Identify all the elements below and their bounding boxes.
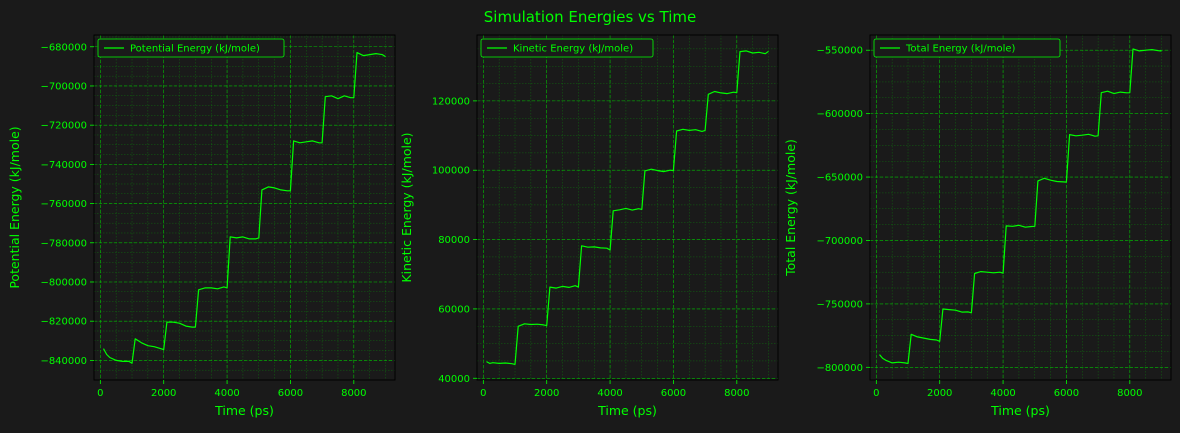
plot-area [94, 35, 395, 380]
x-tick-label: 2000 [534, 388, 559, 399]
y-tick-label: −740000 [40, 160, 87, 171]
x-tick-label: 2000 [927, 388, 952, 399]
x-tick-label: 0 [480, 388, 486, 399]
x-axis-label: Time (ps) [597, 403, 657, 418]
figure-title: Simulation Energies vs Time [484, 8, 696, 26]
x-tick-label: 6000 [1054, 388, 1079, 399]
plot-area [477, 35, 778, 380]
x-tick-label: 8000 [724, 388, 749, 399]
chart-2: 0 2000 4000 6000 8000 40000 60000 80000 100000 12… [399, 34, 779, 418]
y-tick-label: −780000 [40, 238, 87, 249]
x-tick-label: 6000 [278, 388, 303, 399]
y-tick-label: −650000 [816, 173, 863, 184]
legend-entry: Total Energy (kJ/mole) [905, 44, 1016, 55]
series-line [102, 51, 386, 364]
axes-frame [869, 34, 1172, 381]
x-tick-label: 4000 [214, 388, 239, 399]
y-tick-label: −840000 [40, 356, 87, 367]
y-axis-label: Potential Energy (kJ/mole) [7, 126, 22, 288]
axes-frame [93, 34, 396, 381]
y-tick-label: 80000 [438, 235, 470, 246]
y-tick-label: 120000 [432, 96, 470, 107]
chart-3: 0 2000 4000 6000 8000 −800000 −750000 −700000 −6… [783, 34, 1172, 418]
y-tick-label: −800000 [816, 363, 863, 374]
x-tick-label: 4000 [990, 388, 1015, 399]
y-tick-label: −720000 [40, 121, 87, 132]
legend-box [873, 38, 1061, 58]
x-axis-label: Time (ps) [214, 403, 274, 418]
x-tick-label: 0 [873, 388, 879, 399]
chart-1: 0 2000 4000 6000 8000 −840000 −820000 −800000 −7… [7, 34, 396, 418]
legend-box [97, 38, 285, 58]
chart-panels: 0 2000 4000 6000 8000 −840000 −820000 −800000 −7… [7, 34, 1172, 418]
x-tick-label: 8000 [341, 388, 366, 399]
y-tick-label: −760000 [40, 199, 87, 210]
plot-area [870, 35, 1171, 380]
legend-entry: Potential Energy (kJ/mole) [130, 44, 260, 55]
y-tick-label: 60000 [438, 304, 470, 315]
legend: Kinetic Energy (kJ/mole) [480, 38, 654, 58]
y-tick-label: −700000 [40, 81, 87, 92]
x-tick-label: 2000 [151, 388, 176, 399]
series-line [486, 50, 769, 365]
y-tick-label: −700000 [816, 236, 863, 247]
x-tick-label: 4000 [597, 388, 622, 399]
y-axis-label: Kinetic Energy (kJ/mole) [399, 132, 414, 282]
legend-entry: Kinetic Energy (kJ/mole) [513, 44, 633, 55]
axes-frame [476, 34, 779, 381]
y-tick-label: −550000 [816, 46, 863, 57]
x-tick-label: 8000 [1117, 388, 1142, 399]
legend: Potential Energy (kJ/mole) [97, 38, 285, 58]
y-tick-label: −600000 [816, 109, 863, 120]
y-axis-label: Total Energy (kJ/mole) [783, 139, 798, 277]
y-tick-label: −800000 [40, 277, 87, 288]
y-tick-label: −750000 [816, 299, 863, 310]
y-tick-label: 100000 [432, 166, 470, 177]
x-tick-label: 6000 [661, 388, 686, 399]
legend: Total Energy (kJ/mole) [873, 38, 1061, 58]
legend-box [480, 38, 654, 58]
x-axis-label: Time (ps) [990, 403, 1050, 418]
series-line [879, 48, 1162, 365]
y-tick-label: −680000 [40, 42, 87, 53]
y-tick-label: −820000 [40, 317, 87, 328]
y-tick-label: 40000 [438, 374, 470, 385]
x-tick-label: 0 [97, 388, 103, 399]
